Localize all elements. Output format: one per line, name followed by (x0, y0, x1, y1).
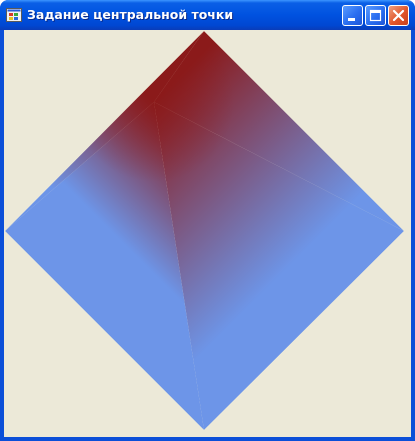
gradient-canvas (5, 31, 404, 430)
app-icon[interactable] (6, 7, 22, 23)
maximize-button[interactable] (365, 5, 386, 26)
diamond-fan-lower-left (5, 102, 204, 430)
client-area (4, 30, 411, 437)
maximize-icon (369, 9, 382, 22)
close-button[interactable] (388, 5, 409, 26)
minimize-icon (348, 18, 355, 21)
close-icon (392, 9, 405, 22)
diamond-fan-lower-right (154, 102, 404, 430)
window-title: Задание центральной точки (27, 7, 234, 22)
minimize-button[interactable] (342, 5, 363, 26)
title-bar[interactable]: Задание центральной точки (0, 0, 415, 30)
diamond-shape (5, 31, 404, 430)
